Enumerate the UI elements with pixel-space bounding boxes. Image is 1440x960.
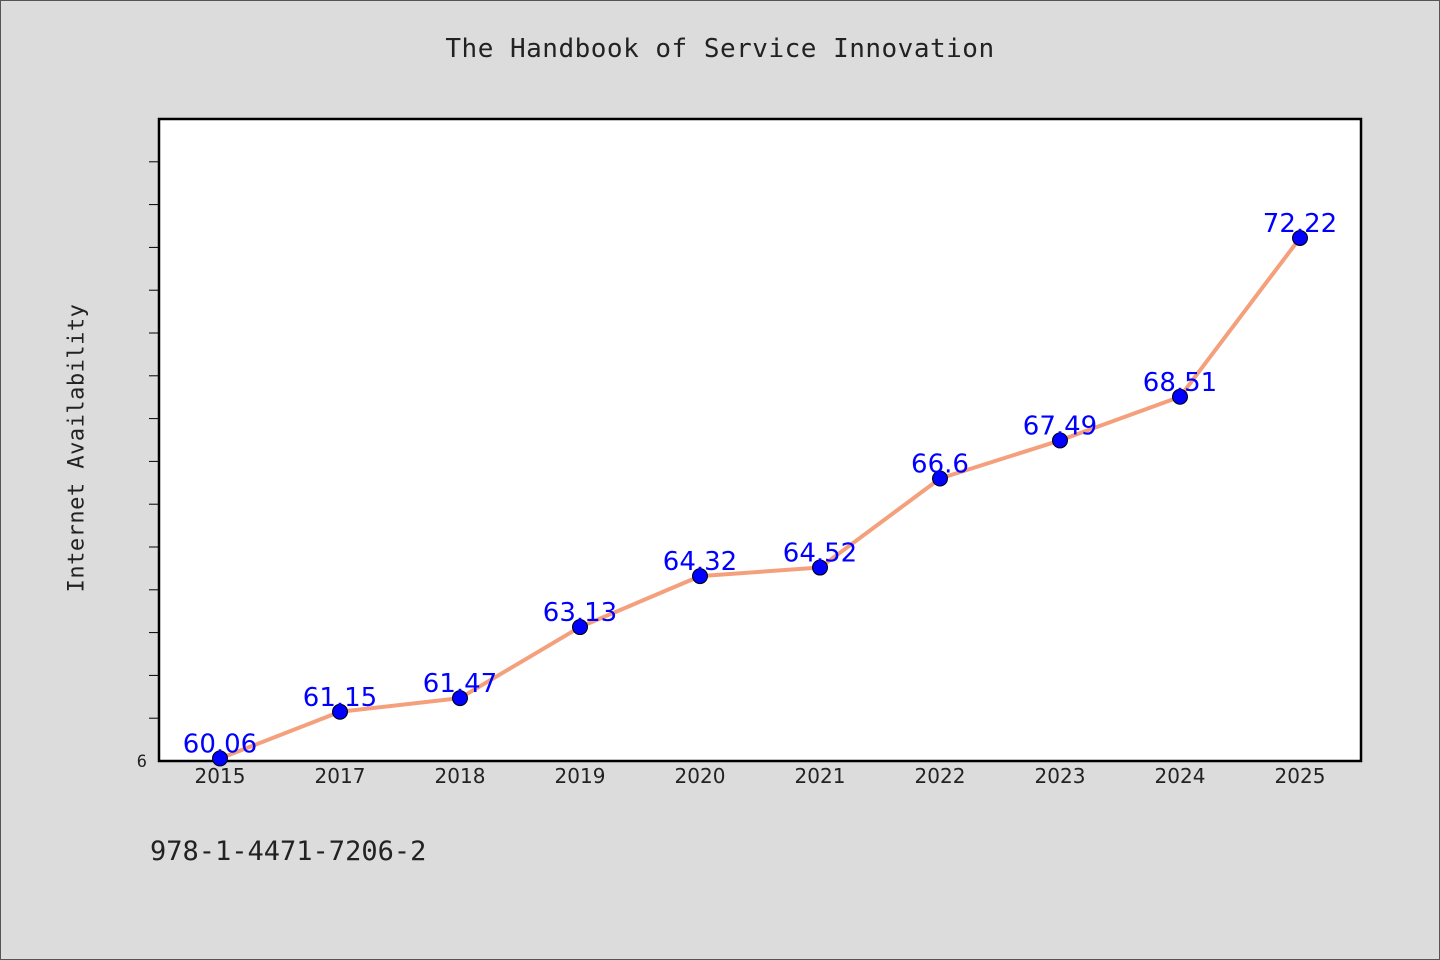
plot-area: [157, 117, 1363, 763]
data-point: [932, 470, 948, 487]
x-tick-label: 2022: [915, 764, 966, 788]
data-label: 61.15: [303, 683, 377, 713]
data-label: 72.22: [1263, 209, 1337, 239]
data-point: [812, 559, 828, 576]
x-tick-label: 2024: [1155, 764, 1206, 788]
data-point: [452, 690, 468, 707]
x-tick-label: 2020: [675, 764, 726, 788]
data-point: [212, 750, 228, 767]
data-label: 61.47: [423, 669, 497, 699]
y-tick-label: 6: [137, 752, 147, 772]
data-label: 66.6: [911, 450, 969, 480]
x-tick-label: 2025: [1275, 764, 1326, 788]
x-tick-label: 2023: [1035, 764, 1086, 788]
data-label: 60.06: [183, 729, 257, 759]
data-point: [1172, 388, 1188, 405]
chart-title: The Handbook of Service Innovation: [445, 34, 995, 64]
data-point: [332, 703, 348, 720]
data-label: 64.32: [663, 547, 737, 577]
data-point: [692, 568, 708, 585]
x-tick-label: 2019: [555, 764, 606, 788]
data-point: [572, 619, 588, 636]
x-tick-label: 2015: [195, 764, 246, 788]
data-label: 64.52: [783, 539, 857, 569]
data-point: [1292, 229, 1308, 246]
x-tick-label: 2018: [435, 764, 486, 788]
data-label: 63.13: [543, 598, 617, 628]
data-label: 67.49: [1023, 411, 1097, 441]
data-label: 68.51: [1143, 368, 1217, 398]
data-point: [1052, 432, 1068, 449]
series-line: [218, 235, 1302, 761]
isbn-text: 978-1-4471-7206-2: [150, 836, 427, 867]
x-tick-label: 2017: [315, 764, 366, 788]
x-tick-label: 2021: [795, 764, 846, 788]
